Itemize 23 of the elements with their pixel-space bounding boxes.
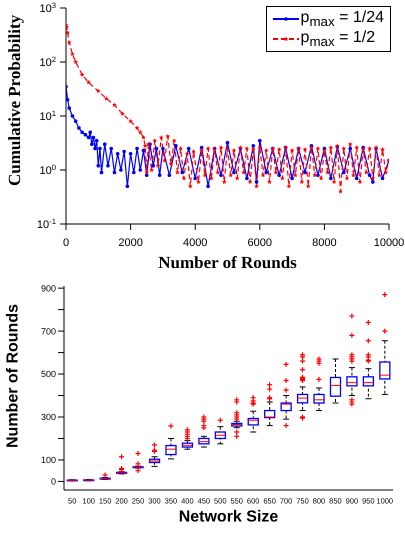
x-axis-title: Number of Rounds: [158, 253, 298, 272]
y-tick-label: 0: [50, 476, 56, 487]
x-tick-label: 0: [62, 237, 70, 249]
y-tick-label: 700: [40, 326, 56, 336]
x-tick-label: 4000: [182, 237, 208, 249]
y-axis-title: Number of Rounds: [4, 304, 22, 448]
y-tick-label: 10$^{2}$: [39, 54, 56, 69]
legend-label: p$_{max}$ = 1/2: [300, 29, 376, 50]
y-tick-label: 100: [40, 455, 56, 466]
y-tick-label: 10$^{-1}$: [36, 216, 56, 231]
y-tick-label: 10$^{0}$: [39, 162, 56, 177]
y-tick-label: 10$^{1}$: [39, 108, 56, 123]
x-axis-title: Network Size: [178, 508, 278, 526]
x-tick-label: 8000: [312, 237, 337, 249]
y-tick-label: 500: [40, 369, 56, 380]
y-axis-title: Cumulative Probability: [5, 14, 24, 186]
y-tick-label: 900: [40, 283, 56, 294]
y-tick-label: 10$^{3}$: [39, 0, 56, 15]
x-tick-label: 2000: [118, 237, 143, 249]
legend-label: p$_{max}$ = 1/24: [300, 9, 384, 30]
x-tick-label: 6000: [248, 237, 272, 249]
y-tick-label: 300: [40, 412, 56, 422]
x-tick-label: 10000: [374, 237, 404, 249]
